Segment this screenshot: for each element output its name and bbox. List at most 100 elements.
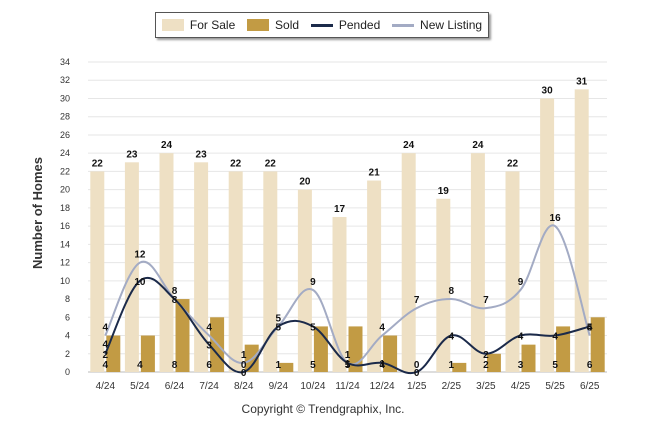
pended-line[interactable] — [104, 276, 590, 375]
pended-value-label: 2 — [103, 350, 109, 361]
for-sale-bar[interactable] — [332, 217, 347, 372]
for-sale-bar[interactable] — [401, 153, 416, 372]
for-sale-value-label: 24 — [403, 140, 415, 151]
x-tick-label: 2/25 — [442, 381, 462, 392]
x-tick-label: 6/24 — [165, 381, 185, 392]
for-sale-bar[interactable] — [505, 171, 520, 372]
for-sale-value-label: 19 — [438, 186, 450, 197]
for-sale-value-label: 24 — [472, 140, 484, 151]
y-tick-label: 22 — [60, 166, 70, 176]
for-sale-value-label: 22 — [92, 158, 104, 169]
y-tick-label: 26 — [60, 130, 70, 140]
new-listing-value-label: 7 — [414, 295, 420, 306]
pended-value-label: 5 — [587, 322, 593, 333]
for-sale-value-label: 23 — [196, 149, 208, 160]
y-tick-label: 28 — [60, 112, 70, 122]
y-tick-label: 2 — [65, 349, 70, 359]
for-sale-bar[interactable] — [194, 162, 209, 372]
sold-value-label: 6 — [206, 360, 212, 371]
sold-bar[interactable] — [521, 344, 536, 372]
legend-item-sold[interactable]: Sold — [247, 18, 299, 32]
x-tick-label: 4/25 — [511, 381, 531, 392]
pended-value-label: 0 — [241, 368, 247, 379]
legend-item-new-listing[interactable]: New Listing — [392, 18, 482, 32]
new-listing-value-label: 16 — [550, 213, 562, 224]
new-listing-value-label: 1 — [241, 350, 247, 361]
for-sale-value-label: 20 — [299, 177, 311, 188]
for-sale-bar[interactable] — [297, 189, 312, 372]
pended-swatch — [310, 23, 333, 27]
for-sale-bar[interactable] — [436, 198, 451, 372]
x-tick-label: 11/24 — [335, 381, 360, 392]
legend-label-for-sale: For Sale — [189, 18, 236, 32]
new-listing-value-label: 12 — [134, 250, 146, 261]
sold-value-label: 4 — [137, 360, 143, 371]
for-sale-bar[interactable] — [159, 153, 174, 372]
x-tick-label: 12/24 — [370, 381, 395, 392]
pended-value-label: 3 — [206, 341, 212, 352]
new-listing-value-label: 1 — [345, 350, 351, 361]
pended-value-label: 1 — [379, 359, 385, 370]
for-sale-bar[interactable] — [540, 98, 555, 373]
sold-bar[interactable] — [279, 362, 294, 372]
grid — [88, 61, 607, 373]
legend-label-new-listing: New Listing — [420, 18, 483, 32]
x-tick-label: 5/25 — [545, 381, 565, 392]
for-sale-value-label: 22 — [230, 158, 242, 169]
new-listing-value-label: 4 — [103, 323, 109, 334]
y-tick-label: 34 — [60, 57, 70, 67]
bars — [90, 89, 605, 373]
pended-value-label: 4 — [449, 332, 455, 343]
legend-label-sold: Sold — [275, 18, 300, 32]
new-listing-value-label: 4 — [587, 323, 593, 334]
sold-value-label: 4 — [379, 360, 385, 371]
sold-value-label: 0 — [241, 360, 247, 371]
x-tick-label: 7/24 — [199, 381, 219, 392]
for-sale-bar[interactable] — [367, 180, 382, 372]
pended-value-label: 10 — [134, 277, 146, 288]
sold-bar[interactable] — [452, 362, 467, 372]
for-sale-bar[interactable] — [228, 171, 243, 372]
new-listing-value-label: 4 — [379, 323, 385, 334]
for-sale-value-label: 21 — [369, 168, 381, 179]
for-sale-value-label: 17 — [334, 204, 346, 215]
for-sale-bar[interactable] — [263, 171, 278, 372]
y-tick-label: 30 — [60, 93, 70, 103]
y-tick-label: 16 — [60, 221, 70, 231]
sold-bar[interactable] — [106, 335, 121, 372]
x-tick-label: 1/25 — [407, 381, 427, 392]
x-tick-label: 6/25 — [580, 381, 600, 392]
legend-label-pended: Pended — [338, 18, 381, 32]
sold-bar[interactable] — [486, 353, 501, 372]
legend-item-for-sale[interactable]: For Sale — [161, 18, 236, 32]
for-sale-bar[interactable] — [574, 89, 589, 373]
for-sale-bar[interactable] — [124, 162, 139, 372]
x-tick-label: 9/24 — [269, 381, 289, 392]
x-tick-label: 4/24 — [96, 381, 116, 392]
sold-value-label: 5 — [310, 360, 316, 371]
sold-bar[interactable] — [140, 335, 155, 372]
for-sale-bar[interactable] — [470, 153, 485, 372]
pended-value-label: 2 — [483, 350, 489, 361]
for-sale-bar[interactable] — [90, 171, 105, 372]
sold-bar[interactable] — [383, 335, 398, 372]
y-tick-label: 12 — [60, 258, 70, 268]
y-tick-label: 6 — [65, 312, 70, 322]
x-tick-label: 10/24 — [300, 381, 325, 392]
y-tick-label: 8 — [65, 294, 70, 304]
legend-item-pended[interactable]: Pended — [310, 18, 381, 32]
for-sale-value-label: 22 — [265, 158, 277, 169]
pended-value-label: 8 — [172, 295, 178, 306]
sold-bar[interactable] — [590, 317, 605, 372]
sold-value-label: 4 — [103, 360, 109, 371]
for-sale-value-label: 31 — [576, 76, 588, 87]
y-tick-label: 10 — [60, 276, 70, 286]
sold-bar[interactable] — [556, 326, 571, 372]
pended-value-label: 1 — [345, 359, 351, 370]
pended-value-label: 0 — [414, 368, 420, 379]
x-axis: 4/24 5/24 6/24 7/24 8/24 9/24 10/24 11/24 12/24 1… — [88, 371, 607, 392]
y-tick-label: 24 — [60, 148, 70, 158]
sold-bar[interactable] — [175, 299, 190, 372]
